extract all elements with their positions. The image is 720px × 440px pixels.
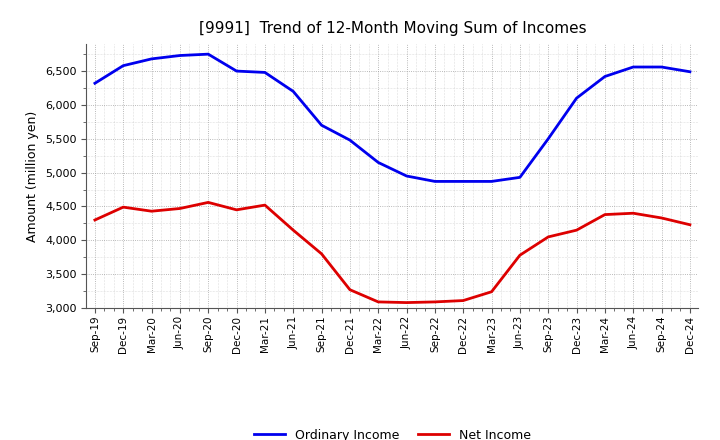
Ordinary Income: [374, 160, 382, 165]
Ordinary Income: [685, 69, 694, 74]
Ordinary Income: [289, 89, 297, 94]
Line: Ordinary Income: Ordinary Income: [95, 54, 690, 181]
Ordinary Income: [487, 179, 496, 184]
Net Income: [572, 227, 581, 233]
Net Income: [487, 289, 496, 294]
Ordinary Income: [176, 53, 184, 58]
Net Income: [318, 251, 326, 257]
Ordinary Income: [91, 81, 99, 86]
Ordinary Income: [402, 173, 411, 179]
Y-axis label: Amount (million yen): Amount (million yen): [27, 110, 40, 242]
Net Income: [91, 217, 99, 223]
Net Income: [431, 299, 439, 304]
Net Income: [374, 299, 382, 304]
Net Income: [119, 205, 127, 210]
Ordinary Income: [516, 175, 524, 180]
Title: [9991]  Trend of 12-Month Moving Sum of Incomes: [9991] Trend of 12-Month Moving Sum of I…: [199, 21, 586, 36]
Net Income: [148, 209, 156, 214]
Net Income: [289, 227, 297, 233]
Ordinary Income: [346, 137, 354, 143]
Legend: Ordinary Income, Net Income: Ordinary Income, Net Income: [248, 424, 536, 440]
Net Income: [657, 215, 666, 220]
Ordinary Income: [261, 70, 269, 75]
Ordinary Income: [204, 51, 212, 57]
Ordinary Income: [657, 64, 666, 70]
Ordinary Income: [233, 69, 241, 74]
Net Income: [402, 300, 411, 305]
Net Income: [176, 206, 184, 211]
Line: Net Income: Net Income: [95, 202, 690, 303]
Net Income: [346, 287, 354, 292]
Net Income: [459, 298, 467, 303]
Ordinary Income: [431, 179, 439, 184]
Net Income: [233, 207, 241, 213]
Net Income: [204, 200, 212, 205]
Ordinary Income: [600, 74, 609, 79]
Net Income: [516, 253, 524, 258]
Net Income: [261, 202, 269, 208]
Ordinary Income: [148, 56, 156, 62]
Net Income: [600, 212, 609, 217]
Net Income: [629, 211, 637, 216]
Net Income: [685, 222, 694, 227]
Ordinary Income: [572, 95, 581, 101]
Ordinary Income: [629, 64, 637, 70]
Ordinary Income: [459, 179, 467, 184]
Net Income: [544, 234, 552, 239]
Ordinary Income: [318, 123, 326, 128]
Ordinary Income: [544, 136, 552, 141]
Ordinary Income: [119, 63, 127, 68]
